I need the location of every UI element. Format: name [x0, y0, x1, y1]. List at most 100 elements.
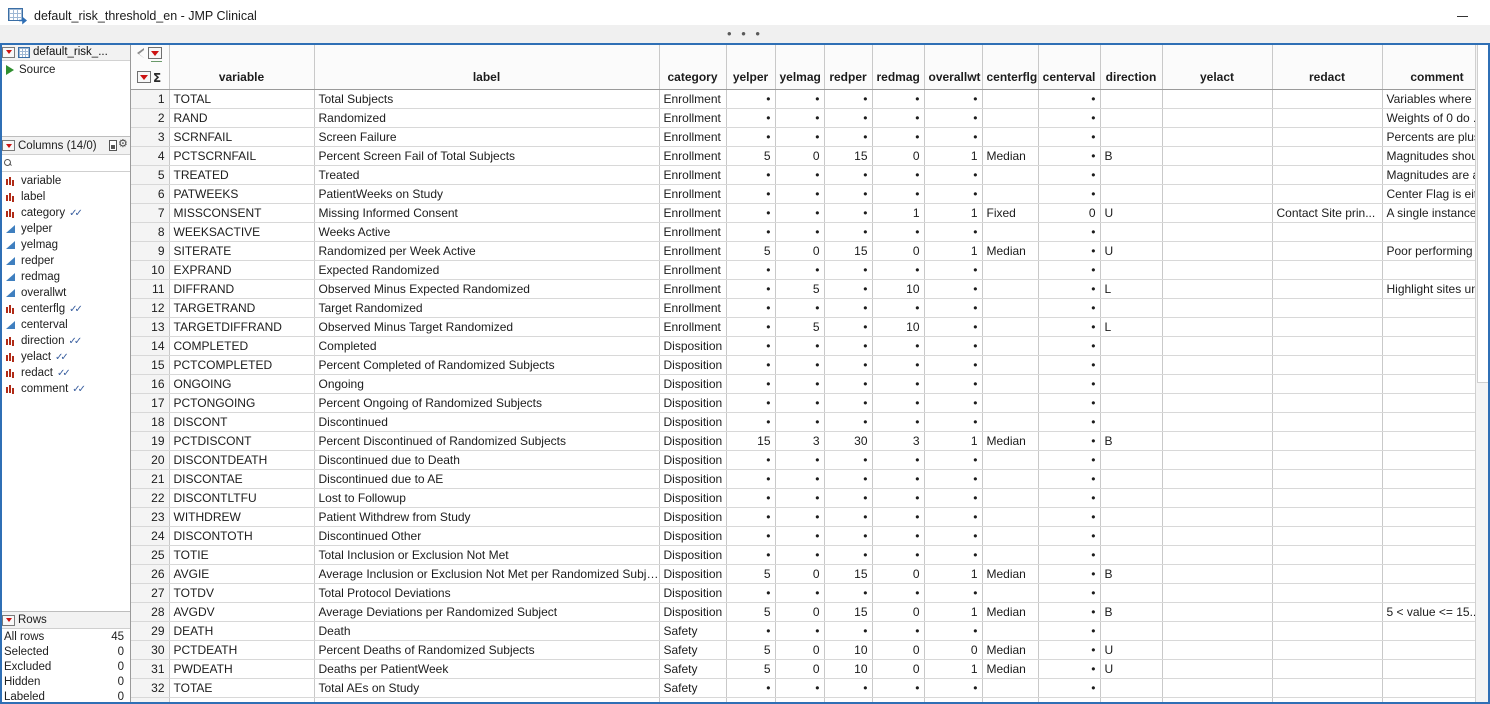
column-list-item-yelmag[interactable]: yelmag: [0, 237, 130, 253]
cell-yelact[interactable]: [1162, 108, 1273, 128]
cell-overallwt[interactable]: •: [924, 526, 983, 546]
cell-comment[interactable]: [1382, 469, 1490, 489]
cell-redper[interactable]: •: [824, 393, 873, 413]
cell-comment[interactable]: 5 < value <= 15...: [1382, 602, 1490, 622]
cell-direction[interactable]: [1100, 507, 1163, 527]
column-list-item-yelper[interactable]: yelper: [0, 221, 130, 237]
rows-stat-all-rows[interactable]: All rows 45: [0, 629, 130, 644]
table-row[interactable]: 22 DISCONTLTFU Lost to Followup Disposition…: [131, 488, 1490, 508]
cell-centerval[interactable]: •: [1038, 412, 1101, 432]
cell-redmag[interactable]: •: [872, 469, 925, 489]
cell-comment[interactable]: [1382, 317, 1490, 337]
cell-redact[interactable]: [1272, 108, 1383, 128]
cell-direction[interactable]: U: [1100, 640, 1163, 660]
cell-variable[interactable]: WEEKSACTIVE: [169, 222, 315, 242]
cell-category[interactable]: Disposition: [659, 545, 727, 565]
cell-centerflg[interactable]: [982, 488, 1039, 508]
column-search-row[interactable]: [0, 155, 130, 172]
row-number-cell[interactable]: 26: [131, 564, 170, 584]
cell-overallwt[interactable]: •: [924, 678, 983, 698]
cell-overallwt[interactable]: •: [924, 222, 983, 242]
table-row[interactable]: 8 WEEKSACTIVE Weeks Active Enrollment • • • • • •: [131, 222, 1490, 242]
cell-redmag[interactable]: •: [872, 127, 925, 147]
cell-centerflg[interactable]: [982, 469, 1039, 489]
cell-centerflg[interactable]: [982, 412, 1039, 432]
cell-variable[interactable]: PWDEATH: [169, 659, 315, 679]
cell-centerval[interactable]: •: [1038, 260, 1101, 280]
cell-comment[interactable]: [1382, 450, 1490, 470]
cell-centerval[interactable]: •: [1038, 355, 1101, 375]
cell-redact[interactable]: [1272, 431, 1383, 451]
cell-redact[interactable]: [1272, 374, 1383, 394]
cell-centerval[interactable]: •: [1038, 184, 1101, 204]
column-list-options-icon[interactable]: [109, 140, 117, 151]
rows-stat-excluded[interactable]: Excluded 0: [0, 659, 130, 674]
cell-comment[interactable]: [1382, 526, 1490, 546]
cell-redmag[interactable]: 10: [872, 317, 925, 337]
cell-yelmag[interactable]: 0: [775, 640, 825, 660]
column-header-redper[interactable]: redper: [824, 44, 873, 90]
cell-overallwt[interactable]: •: [924, 355, 983, 375]
row-number-cell[interactable]: 2: [131, 108, 170, 128]
column-list-item-overallwt[interactable]: overallwt: [0, 285, 130, 301]
cell-direction[interactable]: L: [1100, 317, 1163, 337]
cell-yelmag[interactable]: •: [775, 412, 825, 432]
cell-variable[interactable]: PATWEEKS: [169, 184, 315, 204]
sigma-icon[interactable]: Σ: [153, 71, 162, 85]
table-row[interactable]: 9 SITERATE Randomized per Week Active Enrol…: [131, 241, 1490, 261]
cell-redmag[interactable]: 3: [872, 431, 925, 451]
cell-redmag[interactable]: •: [872, 336, 925, 356]
cell-yelact[interactable]: [1162, 602, 1273, 622]
cell-centerflg[interactable]: [982, 127, 1039, 147]
cell-yelper[interactable]: •: [726, 279, 776, 299]
cell-redper[interactable]: 15: [824, 564, 873, 584]
cell-variable[interactable]: AVGIE: [169, 564, 315, 584]
cell-label[interactable]: Total AEs on Study: [314, 678, 660, 698]
cell-redper[interactable]: •: [824, 260, 873, 280]
cell-redmag[interactable]: •: [872, 412, 925, 432]
cell-yelper[interactable]: •: [726, 222, 776, 242]
cell-redper[interactable]: 15: [824, 146, 873, 166]
column-header-yelper[interactable]: yelper: [726, 44, 776, 90]
cell-label[interactable]: Average Deviations per Randomized Subjec…: [314, 602, 660, 622]
cell-redact[interactable]: [1272, 412, 1383, 432]
table-row[interactable]: 13 TARGETDIFFRAND Observed Minus Target Ra…: [131, 317, 1490, 337]
cell-direction[interactable]: [1100, 545, 1163, 565]
cell-redact[interactable]: [1272, 640, 1383, 660]
row-number-cell[interactable]: 33: [131, 697, 170, 704]
cell-comment[interactable]: Weights of 0 do ...: [1382, 108, 1490, 128]
cell-centerval[interactable]: •: [1038, 488, 1101, 508]
cell-redact[interactable]: [1272, 184, 1383, 204]
rows-menu-red-triangle-icon[interactable]: [137, 71, 151, 83]
cell-overallwt[interactable]: 0: [924, 697, 983, 704]
table-row[interactable]: 1 TOTAL Total Subjects Enrollment • • • • • • Vari…: [131, 89, 1490, 109]
cell-redact[interactable]: [1272, 393, 1383, 413]
cell-yelmag[interactable]: •: [775, 89, 825, 109]
cell-redact[interactable]: [1272, 659, 1383, 679]
cell-category[interactable]: Enrollment: [659, 146, 727, 166]
cell-centerval[interactable]: 0: [1038, 203, 1101, 223]
cell-redmag[interactable]: •: [872, 108, 925, 128]
cell-redper[interactable]: •: [824, 127, 873, 147]
cell-redper[interactable]: •: [824, 165, 873, 185]
cell-category[interactable]: Disposition: [659, 355, 727, 375]
cell-centerflg[interactable]: [982, 279, 1039, 299]
cell-yelact[interactable]: [1162, 279, 1273, 299]
cell-yelmag[interactable]: •: [775, 545, 825, 565]
cell-label[interactable]: Missing Informed Consent: [314, 203, 660, 223]
cell-yelact[interactable]: [1162, 355, 1273, 375]
cell-redper[interactable]: •: [824, 279, 873, 299]
cell-overallwt[interactable]: •: [924, 165, 983, 185]
cell-comment[interactable]: Highlight sites un...: [1382, 279, 1490, 299]
cell-centerval[interactable]: •: [1038, 583, 1101, 603]
cell-variable[interactable]: PCTSCRNFAIL: [169, 146, 315, 166]
cell-redact[interactable]: [1272, 602, 1383, 622]
cell-category[interactable]: Enrollment: [659, 260, 727, 280]
cell-direction[interactable]: U: [1100, 659, 1163, 679]
cell-centerflg[interactable]: [982, 89, 1039, 109]
cell-centerflg[interactable]: [982, 545, 1039, 565]
row-number-cell[interactable]: 31: [131, 659, 170, 679]
cell-comment[interactable]: [1382, 488, 1490, 508]
cell-variable[interactable]: TOTDV: [169, 583, 315, 603]
cell-redmag[interactable]: •: [872, 583, 925, 603]
